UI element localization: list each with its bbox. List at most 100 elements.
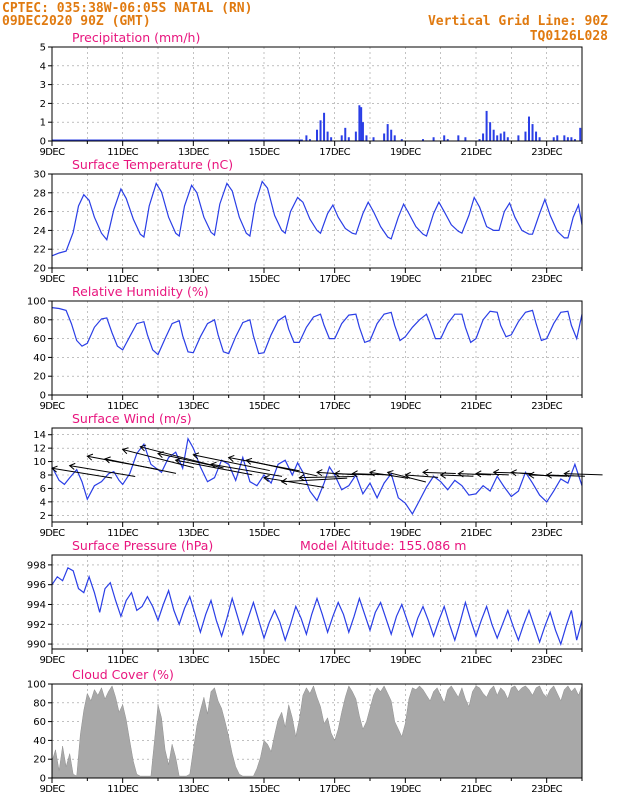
wind-ytick-label: 8 (40, 471, 46, 482)
rh-panel: 0 20 40 60 80 100 9DEC 11DEC 13DEC 15DEC 17DEC 19DE… (27, 284, 583, 412)
wind-vector-head (245, 457, 253, 465)
wind-vector (369, 471, 409, 479)
temp-xtick-label: 13DEC (178, 274, 209, 285)
wind-vector-head (369, 469, 376, 477)
header-grid-line: Vertical Grid Line: 90Z (428, 14, 608, 29)
wind-vector (140, 446, 212, 466)
rh-xtick-label: 15DEC (249, 401, 280, 412)
temp-frame (51, 173, 583, 269)
temp-ytick-label: 26 (33, 207, 46, 218)
wind-xtick-label: 19DEC (390, 528, 421, 539)
rh-xtick-label: 9DEC (40, 401, 66, 412)
precip-bar (579, 127, 582, 141)
rh-ytick-label: 20 (33, 372, 46, 383)
cloud-ytick-label: 20 (33, 755, 46, 766)
wind-vector (246, 459, 318, 477)
temp-xtick-label: 19DEC (390, 274, 421, 285)
cloud-frame (51, 683, 583, 779)
wind-vector-head (316, 469, 323, 477)
wind-vector-head (280, 477, 288, 485)
precip-bar (308, 139, 311, 141)
rh-series-line (51, 307, 583, 356)
precip-bar (506, 137, 509, 141)
precip-bar (482, 133, 485, 141)
wind-vector (564, 473, 603, 476)
precip-bar (538, 137, 541, 141)
rh-ytick-label: 40 (33, 353, 46, 364)
header-location: CPTEC: 035:38W-06:05S NATAL (RN) (2, 1, 252, 16)
wind-vector-head (210, 461, 217, 469)
temp-xtick-label: 9DEC (40, 274, 66, 285)
precip-bar (319, 120, 322, 141)
precip-bar (386, 124, 389, 141)
precip-bar (478, 139, 481, 141)
wind-vector (387, 471, 427, 483)
wind-vector-head (457, 470, 464, 478)
wind-xtick-label: 21DEC (461, 528, 492, 539)
wind-vector-head (139, 444, 147, 452)
precip-ytick-label: 1 (40, 118, 46, 129)
rh-xtick-label: 17DEC (319, 401, 350, 412)
precip-bar (556, 135, 559, 141)
precip-bar (443, 135, 446, 141)
wind-vector (175, 459, 253, 476)
wind-vector (122, 449, 194, 469)
wind-vector-head (528, 471, 535, 479)
precip-bar (390, 129, 393, 141)
header-run-time: 09DEC2020 90Z (GMT) (2, 14, 151, 29)
pres-ytick-label: 990 (27, 640, 46, 651)
rh-xtick-label: 11DEC (107, 401, 138, 412)
wind-vector (440, 474, 474, 477)
wind-vector-head (86, 453, 94, 461)
precip-bar (383, 133, 386, 141)
temp-xtick-label: 23DEC (531, 274, 562, 285)
wind-vector (281, 477, 348, 483)
precip-bar (566, 137, 569, 141)
wind-xtick-label: 13DEC (178, 528, 209, 539)
cloud-xtick-label: 21DEC (461, 784, 492, 795)
wind-vector-head (386, 470, 394, 477)
precip-bar (347, 137, 350, 141)
rh-ytick-label: 60 (33, 334, 46, 345)
precip-bar (503, 131, 506, 141)
precip-bar (360, 107, 363, 141)
cloud-ytick-label: 100 (27, 680, 46, 691)
pres-panel: 990 992 994 996 998 9DEC 11DEC 13DEC 15DEC 17DEC 1… (27, 538, 583, 666)
temp-title: Surface Temperature (nC) (72, 157, 233, 172)
cloud-title: Cloud Cover (%) (72, 667, 174, 682)
wind-vector-head (192, 452, 200, 460)
pres-xtick-label: 13DEC (178, 655, 209, 666)
wind-vector-head (563, 470, 570, 478)
temp-series-line (51, 180, 583, 257)
precip-bar (340, 135, 343, 141)
pres-ytick-label: 998 (27, 560, 46, 571)
wind-vector-head (475, 470, 482, 478)
precip-bar (499, 133, 502, 141)
precip-bar (552, 137, 555, 141)
temp-xtick-label: 17DEC (319, 274, 350, 285)
precip-title: Precipitation (mm/h) (72, 30, 200, 45)
cloud-ytick-label: 80 (33, 698, 46, 709)
precip-bar (372, 137, 375, 141)
pres-xtick-label: 23DEC (531, 655, 562, 666)
wind-vector-head (422, 468, 429, 477)
rh-xtick-label: 19DEC (390, 401, 421, 412)
wind-vector (546, 474, 585, 477)
rh-frame (51, 300, 583, 396)
pres-subtitle: Model Altitude: 155.086 m (300, 538, 466, 553)
wind-vector (422, 471, 456, 475)
wind-ytick-label: 10 (33, 457, 46, 468)
precip-bar (344, 127, 347, 141)
precip-bar (361, 122, 364, 141)
precip-bar (485, 110, 488, 141)
cloud-ytick-label: 0 (40, 774, 46, 785)
cloud-xtick-label: 23DEC (531, 784, 562, 795)
precip-ytick-label: 3 (40, 80, 46, 91)
cloud-xtick-label: 19DEC (390, 784, 421, 795)
precip-bar (492, 129, 495, 141)
precip-xtick-label: 9DEC (40, 147, 66, 158)
precip-bar (446, 139, 449, 141)
precip-xtick-label: 15DEC (249, 147, 280, 158)
temp-ytick-label: 20 (33, 264, 46, 275)
